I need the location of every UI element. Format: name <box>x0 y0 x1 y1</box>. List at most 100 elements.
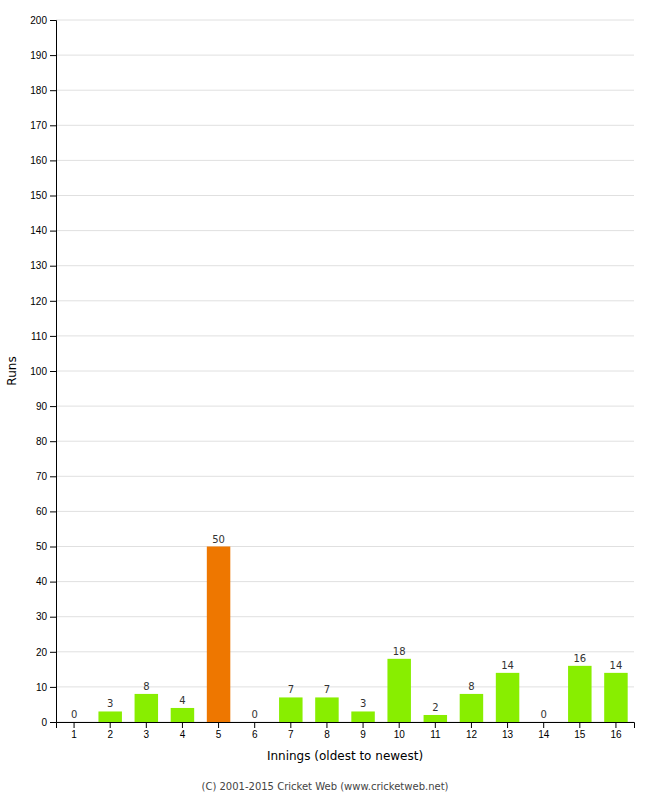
grid-line <box>56 371 634 372</box>
x-tick: 3 <box>144 722 150 740</box>
x-tick-mark <box>579 722 580 728</box>
y-tick: 120 <box>30 296 56 307</box>
y-tick-mark <box>50 547 56 548</box>
x-tick: 10 <box>394 722 406 740</box>
y-tick-mark <box>50 652 56 653</box>
x-tick-label: 4 <box>180 729 186 740</box>
y-axis-line <box>50 21 57 723</box>
bar <box>604 673 627 722</box>
grid-line <box>56 90 634 91</box>
x-tick: 8 <box>324 722 330 740</box>
x-tick-mark <box>435 722 436 728</box>
x-tick-mark <box>290 722 291 728</box>
bar <box>387 659 410 722</box>
bar <box>135 694 158 722</box>
grid-line <box>56 55 634 56</box>
x-tick-mark <box>543 722 544 728</box>
data-label: 0 <box>71 709 77 720</box>
x-tick-mark <box>110 722 111 728</box>
bar <box>460 694 483 722</box>
y-tick-mark <box>50 301 56 302</box>
grid-line <box>56 511 634 512</box>
x-tick: 1 <box>71 722 77 740</box>
data-label: 8 <box>468 681 474 692</box>
bar <box>315 697 338 722</box>
x-tick: 6 <box>252 722 258 740</box>
y-tick-label: 200 <box>30 15 47 26</box>
bar <box>98 711 121 722</box>
data-label: 50 <box>212 534 225 545</box>
y-tick-label: 30 <box>36 611 48 622</box>
bar <box>62 722 85 723</box>
y-tick-mark <box>50 160 56 161</box>
y-tick-mark <box>50 406 56 407</box>
bar <box>568 666 591 722</box>
x-tick-label: 12 <box>466 729 478 740</box>
x-tick-label: 14 <box>538 729 550 740</box>
data-label: 7 <box>324 684 330 695</box>
x-tick: 13 <box>502 722 514 740</box>
y-tick-mark <box>50 476 56 477</box>
y-tick-mark <box>50 582 56 583</box>
x-tick-mark <box>399 722 400 728</box>
y-tick-label: 10 <box>36 682 48 693</box>
x-tick-label: 2 <box>107 729 113 740</box>
y-tick: 160 <box>30 155 56 166</box>
x-tick: 4 <box>180 722 186 740</box>
y-tick: 80 <box>36 436 56 447</box>
x-tick-label: 6 <box>252 729 258 740</box>
x-tick-label: 16 <box>610 729 622 740</box>
bar <box>496 673 519 722</box>
y-axis: 0102030405060708090100110120130140150160… <box>30 15 56 728</box>
bar <box>243 722 266 723</box>
x-tick-mark <box>471 722 472 728</box>
x-tick-label: 3 <box>144 729 150 740</box>
y-tick: 130 <box>30 260 56 271</box>
x-tick-mark <box>507 722 508 728</box>
x-tick-mark <box>146 722 147 728</box>
y-tick-mark <box>50 687 56 688</box>
bar <box>171 708 194 722</box>
chart: 0102030405060708090100110120130140150160… <box>0 0 650 800</box>
data-label: 3 <box>107 698 113 709</box>
x-tick: 11 <box>430 722 441 740</box>
data-label: 8 <box>143 681 149 692</box>
y-tick-label: 0 <box>41 717 47 728</box>
data-label: 7 <box>288 684 294 695</box>
grid <box>56 20 634 722</box>
y-axis-title: Runs <box>5 356 19 385</box>
y-tick-label: 50 <box>36 541 48 552</box>
grid-line <box>56 406 634 407</box>
x-tick: 9 <box>360 722 366 740</box>
x-tick-mark <box>615 722 616 728</box>
x-tick-label: 11 <box>430 729 441 740</box>
y-tick-mark <box>50 20 56 21</box>
y-tick-label: 180 <box>30 85 47 96</box>
data-label: 0 <box>252 709 258 720</box>
bars <box>98 547 627 723</box>
x-axis-title: Innings (oldest to newest) <box>267 749 423 763</box>
x-tick-label: 5 <box>216 729 222 740</box>
x-tick-mark <box>218 722 219 728</box>
x-tick-mark <box>363 722 364 728</box>
x-tick: 14 <box>538 722 550 740</box>
y-tick-label: 80 <box>36 436 48 447</box>
y-tick-label: 130 <box>30 260 47 271</box>
y-tick: 50 <box>36 541 56 552</box>
y-tick: 10 <box>36 682 56 693</box>
y-tick: 30 <box>36 611 56 622</box>
y-tick-label: 40 <box>36 576 48 587</box>
x-tick-label: 10 <box>394 729 406 740</box>
x-tick-mark <box>74 722 75 728</box>
y-tick-label: 170 <box>30 120 47 131</box>
x-tick: 7 <box>288 722 294 740</box>
grid-line <box>56 300 634 301</box>
y-tick: 150 <box>30 190 56 201</box>
y-tick: 40 <box>36 576 56 587</box>
data-label: 2 <box>432 702 438 713</box>
grid-line <box>56 335 634 336</box>
bar <box>351 711 374 722</box>
y-tick-label: 140 <box>30 225 47 236</box>
grid-line <box>56 616 634 617</box>
bar <box>207 547 230 723</box>
